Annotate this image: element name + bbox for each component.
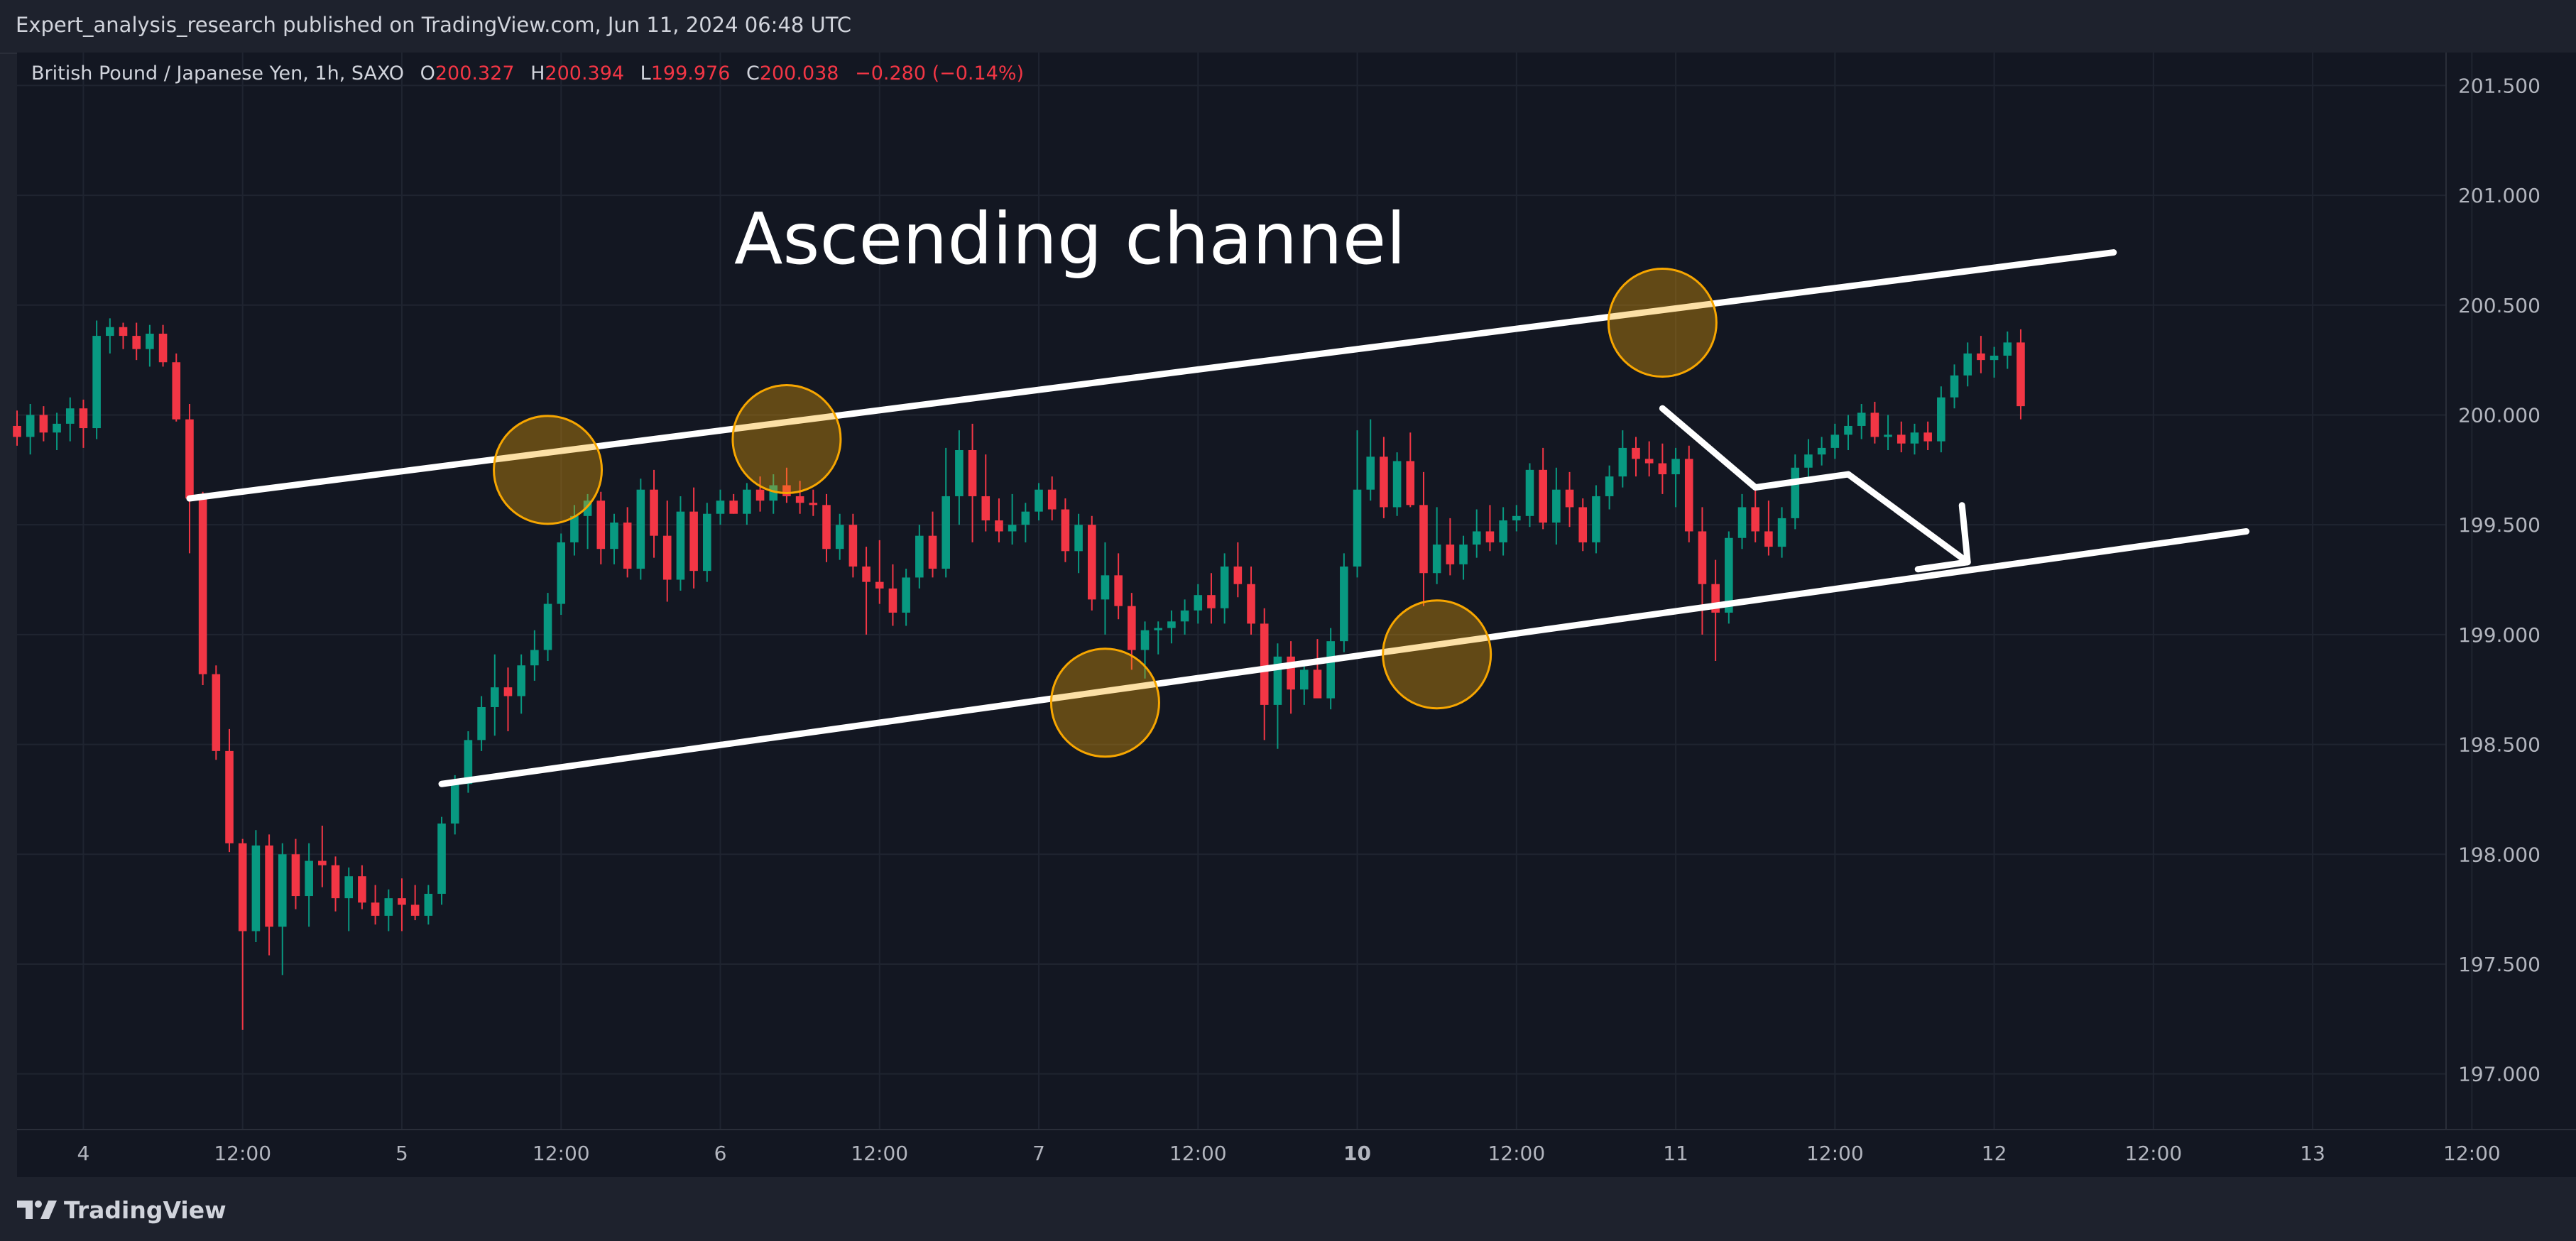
tradingview-logo-icon: [17, 1201, 57, 1219]
channel-annotation-text[interactable]: Ascending channel: [734, 197, 1406, 280]
high-value: 200.394: [545, 62, 625, 84]
price-scale[interactable]: [2445, 53, 2576, 1129]
close-value: 200.038: [759, 62, 839, 84]
low-key: L: [640, 62, 651, 84]
change-value: −0.280 (−0.14%): [855, 62, 1025, 84]
publisher-line: Expert_analysis_research published on Tr…: [16, 13, 852, 37]
high-key: H: [530, 62, 545, 84]
publisher-bar: Expert_analysis_research published on Tr…: [0, 0, 2576, 54]
open-value: 200.327: [435, 62, 515, 84]
symbol-legend: British Pound / Japanese Yen, 1h, SAXO O…: [31, 62, 1024, 84]
open-key: O: [420, 62, 435, 84]
time-scale[interactable]: [17, 1129, 2576, 1179]
symbol-description: British Pound / Japanese Yen, 1h, SAXO: [31, 62, 404, 84]
tradingview-brand[interactable]: TradingView: [17, 1196, 227, 1224]
low-value: 199.976: [650, 62, 731, 84]
close-key: C: [746, 62, 760, 84]
brand-name: TradingView: [64, 1196, 227, 1224]
footer-bar: [0, 1177, 2576, 1241]
